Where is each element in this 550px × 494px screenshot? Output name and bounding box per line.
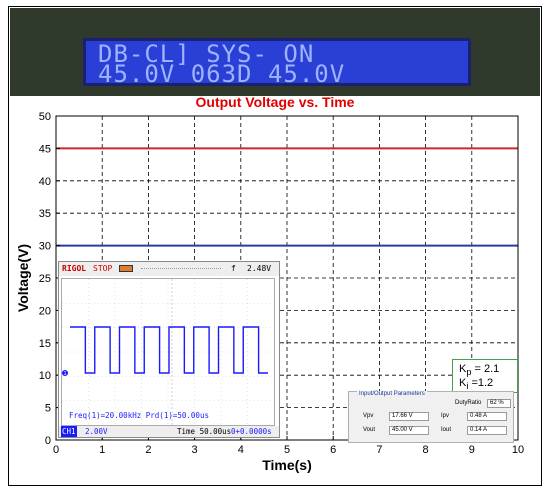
ki-value: =1.2 xyxy=(471,377,494,389)
x-tick-label: 5 xyxy=(284,444,290,456)
lcd-photo: DB-CL] SYS- ON 45.0V 063D 45.0V xyxy=(10,8,540,96)
scope-channel-marker-text: 1 xyxy=(63,371,66,377)
x-tick-label: 1 xyxy=(99,444,105,456)
scope-brand: RIGOL xyxy=(62,264,87,273)
io-parameters-title: Input/Output Parameters xyxy=(357,391,427,397)
iout-value: 0.14 A xyxy=(467,426,507,435)
scope-bottom-bar: CH1 2.00V Time 50.00us 0+0.0000s xyxy=(59,426,279,437)
scope-top-bar: RIGOL STOP f 2.48V xyxy=(59,262,279,276)
oscilloscope-inset: RIGOL STOP f 2.48V 1 Freq(1)=20.00kHz Pr… xyxy=(58,261,280,438)
scope-channel-marker xyxy=(62,370,68,376)
x-tick-label: 6 xyxy=(330,444,336,456)
scope-trigger-level: 2.48V xyxy=(247,264,272,273)
scope-channel-label: CH1 xyxy=(61,426,77,437)
scope-square-wave xyxy=(70,326,268,374)
y-tick-label: 30 xyxy=(39,241,51,253)
y-tick-label: 5 xyxy=(45,403,51,415)
scope-volts-per-div: 2.00V xyxy=(85,427,108,436)
y-tick-label: 40 xyxy=(39,176,51,188)
y-tick-label: 35 xyxy=(39,208,51,220)
y-tick-label: 20 xyxy=(39,305,51,317)
duty-ratio-value: 62 % xyxy=(487,399,511,408)
scope-memory-icon xyxy=(119,265,133,272)
scope-screen: 1 xyxy=(61,278,275,426)
y-axis-label: Voltage(V) xyxy=(15,244,31,312)
x-tick-label: 0 xyxy=(53,444,59,456)
ipv-label: Ipv xyxy=(441,413,450,419)
y-tick-label: 50 xyxy=(39,111,51,123)
lcd-line-1: DB-CL] SYS- ON xyxy=(98,40,315,68)
vout-value: 45.00 V xyxy=(389,426,429,435)
trigger-edge-icon: f xyxy=(231,264,236,273)
x-tick-label: 2 xyxy=(145,444,151,456)
kp-value: = 2.1 xyxy=(474,363,500,375)
scope-frequency-readout: Freq(1)=20.00kHz Prd(1)=50.00us xyxy=(69,411,209,420)
lcd-screen: DB-CL] SYS- ON 45.0V 063D 45.0V xyxy=(83,38,471,86)
scope-run-state: STOP xyxy=(93,264,113,273)
x-tick-label: 9 xyxy=(469,444,475,456)
controller-gains-box: Kp = 2.1 Ki =1.2 xyxy=(452,359,518,393)
ipv-value: 0.48 A xyxy=(467,412,507,421)
x-tick-label: 4 xyxy=(238,444,244,456)
y-tick-label: 10 xyxy=(39,370,51,382)
y-tick-label: 15 xyxy=(39,338,51,350)
vout-label: Vout xyxy=(363,427,376,433)
scope-trigger-position-bar xyxy=(141,268,221,271)
gain-kp: Kp = 2.1 xyxy=(459,363,500,378)
x-tick-label: 7 xyxy=(376,444,382,456)
scope-timebase: Time 50.00us xyxy=(177,427,232,436)
chart-title: Output Voltage vs. Time xyxy=(195,94,355,110)
iout-label: Iout xyxy=(441,427,452,433)
x-tick-label: 10 xyxy=(512,444,524,456)
x-tick-label: 3 xyxy=(192,444,198,456)
y-tick-label: 45 xyxy=(39,143,51,155)
x-tick-label: 8 xyxy=(423,444,429,456)
duty-ratio-label: DutyRatio xyxy=(455,400,482,406)
y-tick-label: 0 xyxy=(45,435,51,447)
kp-subscript: p xyxy=(466,367,472,378)
scope-time-offset: 0+0.0000s xyxy=(231,427,272,436)
x-axis-label: Time(s) xyxy=(262,457,312,473)
io-parameters-panel: Input/Output Parameters DutyRatio 62 % V… xyxy=(348,391,514,443)
y-tick-label: 25 xyxy=(39,273,51,285)
lcd-line-2: 45.0V 063D 45.0V xyxy=(98,60,346,88)
vpv-label: Vpv xyxy=(363,413,374,419)
vpv-value: 17.66 V xyxy=(389,412,429,421)
ki-subscript: i xyxy=(466,381,469,392)
scope-waveform-area: 1 xyxy=(62,279,274,425)
gain-ki: Ki =1.2 xyxy=(459,377,494,392)
